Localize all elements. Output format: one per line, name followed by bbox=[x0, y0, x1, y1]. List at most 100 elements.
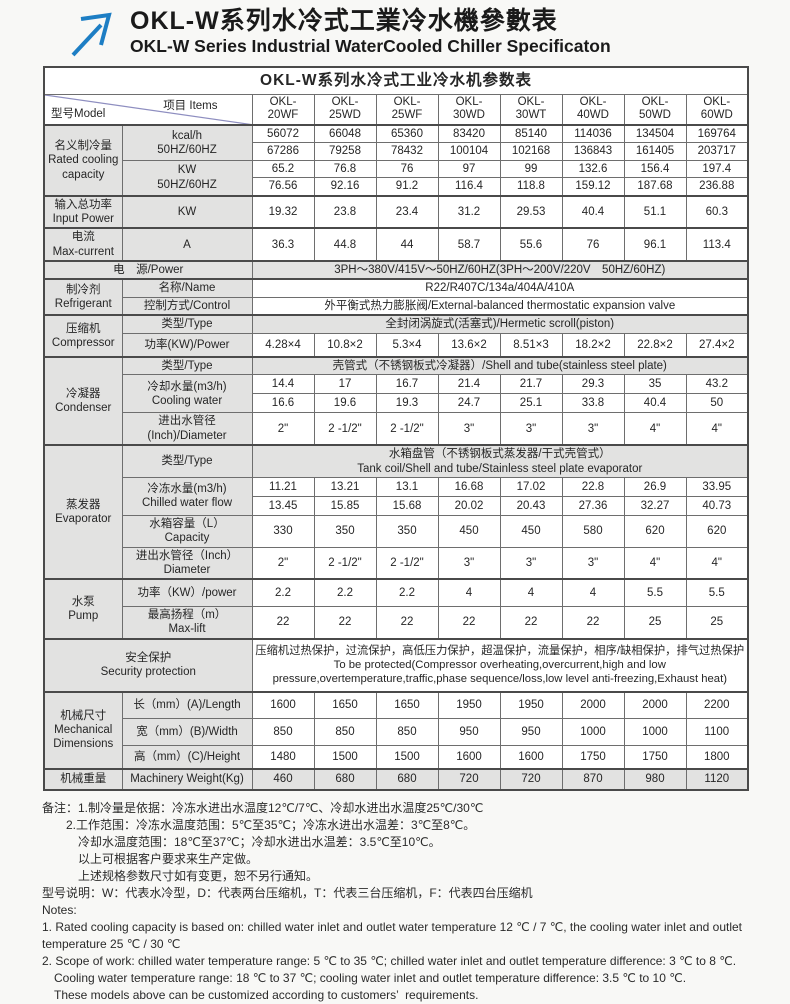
value-cell: 680 bbox=[375, 767, 439, 791]
item-label: 高（mm）(C)/Height bbox=[121, 745, 253, 770]
item-label-line: Capacity bbox=[164, 532, 210, 545]
value-cell: 22 bbox=[437, 605, 501, 640]
value-cell: 10.8×2 bbox=[313, 332, 377, 358]
value-cell: 16.68 bbox=[437, 476, 501, 497]
value-cell: 60.3 bbox=[685, 194, 749, 229]
value-cell: 91.2 bbox=[375, 177, 439, 197]
value-cell: 2 -1/2" bbox=[313, 412, 377, 446]
group-label-en: Dimensions bbox=[53, 738, 114, 751]
value-cell: 4" bbox=[685, 412, 749, 446]
value-cell: 4" bbox=[685, 546, 749, 580]
item-label-line: 冷冻水量(m3/h) bbox=[147, 483, 227, 496]
model-line: OKL- bbox=[579, 95, 607, 108]
value-cell: 23.4 bbox=[375, 194, 439, 229]
value-cell: 24.7 bbox=[437, 393, 501, 414]
note-line: 冷却水温度范围：18℃至37℃；冷却水进出水温差：3.5℃至10℃。 bbox=[42, 834, 441, 849]
model-line: 30WD bbox=[453, 109, 485, 122]
group-label: 机械尺寸 Mechanical Dimensions bbox=[43, 690, 123, 770]
value-cell: 1800 bbox=[685, 745, 749, 770]
group-label-en: Pump bbox=[68, 610, 99, 623]
group-label-zh: 安全保护 bbox=[125, 651, 172, 664]
group-label-en: Rated cooling capacity bbox=[48, 154, 119, 181]
model-line: 25WD bbox=[329, 109, 361, 122]
value-cell: 29.53 bbox=[499, 194, 563, 229]
group-label-en: Mechanical bbox=[54, 724, 113, 737]
value-cell: 21.4 bbox=[437, 374, 501, 395]
value-cell: 13.1 bbox=[375, 476, 439, 497]
value-cell: 169764 bbox=[685, 124, 749, 144]
value-cell: 1650 bbox=[313, 690, 377, 720]
item-label: 水箱容量（L） Capacity bbox=[121, 514, 253, 548]
value-cell: 132.6 bbox=[561, 159, 625, 179]
item-label: 冷却水量(m3/h) Cooling water bbox=[121, 374, 253, 414]
value-cell: 51.1 bbox=[623, 194, 687, 229]
model-header: OKL- 30WT bbox=[499, 93, 563, 126]
item-label: 功率(KW)/Power bbox=[121, 332, 253, 358]
item-label-line: 50HZ/60HZ bbox=[157, 178, 217, 191]
value-cell: 3" bbox=[561, 546, 625, 580]
value-cell: 113.4 bbox=[685, 227, 749, 262]
value-cell: 2" bbox=[251, 412, 315, 446]
value-cell: 83420 bbox=[437, 124, 501, 144]
value-cell: 15.85 bbox=[313, 495, 377, 516]
model-line: 50WD bbox=[639, 109, 671, 122]
model-header: OKL- 40WD bbox=[561, 93, 625, 126]
value-cell: 620 bbox=[623, 514, 687, 548]
group-label-zh: 水泵 bbox=[71, 595, 95, 608]
group-label-zh: 电流 bbox=[71, 231, 95, 244]
value-cell: 13.45 bbox=[251, 495, 315, 516]
value-cell: 17 bbox=[313, 374, 377, 395]
doc-header: OKL-W系列水冷式工業冷水機參數表 OKL-W Series Industri… bbox=[0, 0, 790, 66]
item-label-line: 进出水管径 bbox=[158, 415, 216, 428]
value-cell: 1600 bbox=[499, 745, 563, 770]
value-cell: 25 bbox=[685, 605, 749, 640]
value-cell: 3" bbox=[499, 546, 563, 580]
security-text-en: To be protected(Compressor overheating,o… bbox=[272, 659, 727, 686]
value-cell: 4" bbox=[623, 546, 687, 580]
value-cell: 850 bbox=[375, 718, 439, 747]
value-cell: 99 bbox=[499, 159, 563, 179]
value-cell: 20.43 bbox=[499, 495, 563, 516]
value-cell: 67286 bbox=[251, 142, 315, 161]
value-cell: 26.9 bbox=[623, 476, 687, 497]
doc-title-zh: OKL-W系列水冷式工業冷水機參數表 bbox=[130, 7, 558, 35]
value-cell: 161405 bbox=[623, 142, 687, 161]
evaporator-type-en: Tank coil/Shell and tube/Stainless steel… bbox=[357, 462, 643, 475]
item-label: 进出水管径 (Inch)/Diameter bbox=[121, 412, 253, 446]
table-row: 冷却水量(m3/h) Cooling water 14.4 17 16.7 21.4 2… bbox=[44, 374, 749, 414]
table-row: 67286 79258 78432 100104 102168 136843 161405 2… bbox=[44, 142, 749, 161]
value-cell: 620 bbox=[685, 514, 749, 548]
note-line: 备注：1.制冷量是依据：冷冻水进出水温度12℃/7℃、冷却水进出水温度25℃/3… bbox=[42, 800, 484, 815]
item-label-line: Chilled water flow bbox=[141, 497, 233, 510]
group-label-zh: 蒸发器 bbox=[66, 498, 101, 511]
item-label: KW 50HZ/60HZ bbox=[121, 159, 253, 197]
value-cell: 19.6 bbox=[313, 393, 377, 414]
value-cell: 5.3×4 bbox=[375, 332, 439, 358]
model-line: 20WF bbox=[267, 109, 299, 122]
note-line: 1. Rated cooling capacity is based on: c… bbox=[42, 919, 746, 951]
diagonal-line bbox=[45, 95, 252, 125]
item-label-line: 进出水管径（Inch） bbox=[135, 549, 239, 562]
merged-value-cell: 外平衡式热力膨胀阀/External-balanced thermostatic… bbox=[251, 296, 749, 316]
value-cell: 1600 bbox=[437, 745, 501, 770]
value-cell: 13.21 bbox=[313, 476, 377, 497]
value-cell: 460 bbox=[251, 767, 315, 791]
item-label-line: Cooling water bbox=[151, 394, 223, 407]
value-cell: 2.2 bbox=[375, 578, 439, 607]
value-cell: 20.02 bbox=[437, 495, 501, 516]
table-row: 16.6 19.6 19.3 24.7 25.1 33.8 40.4 50 bbox=[44, 393, 749, 414]
value-cell: 580 bbox=[561, 514, 625, 548]
table-row: 水箱容量（L） Capacity 330 350 350 450 450 580 620 62… bbox=[44, 514, 749, 548]
value-cell: 3" bbox=[437, 412, 501, 446]
group-label-zh: 名义制冷量 bbox=[54, 139, 113, 152]
group-label: 冷凝器 Condenser bbox=[43, 356, 123, 446]
value-cell: 2.2 bbox=[251, 578, 315, 607]
model-header: OKL- 60WD bbox=[685, 93, 749, 126]
note-line: 以上可根据客户要求来生产定做。 bbox=[42, 851, 259, 866]
table-row: 功率(KW)/Power 4.28×4 10.8×2 5.3×4 13.6×2 8.51… bbox=[44, 332, 749, 358]
value-cell: 950 bbox=[437, 718, 501, 747]
value-cell: 35 bbox=[623, 374, 687, 395]
power-supply-value: 3PH～380V/415V～50HZ/60HZ(3PH～200V/220V 50… bbox=[251, 260, 749, 280]
note-line: These models above can be customized acc… bbox=[42, 988, 479, 1003]
value-cell: 18.2×2 bbox=[561, 332, 625, 358]
